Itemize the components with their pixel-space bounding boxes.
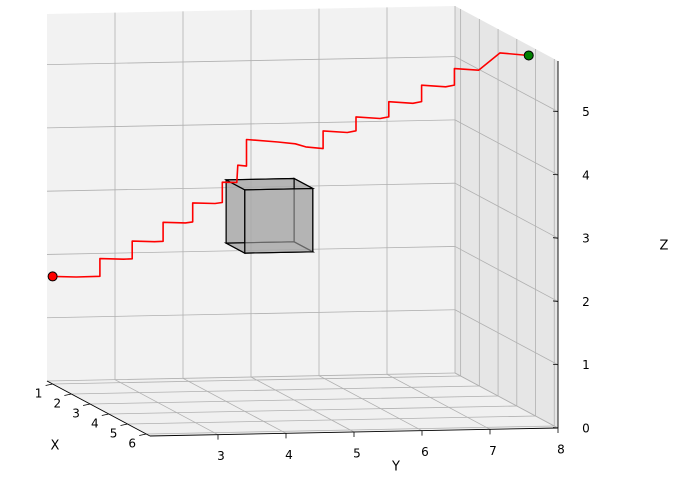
grid-line-y-floor: [318, 375, 423, 432]
x-tick-label: 4: [91, 417, 99, 431]
grid-line-z-side: [454, 56, 559, 112]
grid-line-z-back: [46, 372, 456, 382]
z-tick-mark: [552, 300, 559, 302]
z-tick-label: 1: [582, 358, 590, 372]
chart-series: [47, 50, 534, 282]
grid-line-z-side: [454, 309, 559, 366]
x-tick-label: 1: [35, 387, 43, 401]
grid-line-y-floor: [114, 379, 219, 436]
chart-grid: [46, 6, 559, 436]
z-tick-mark: [552, 110, 559, 113]
z-tick-mark: [552, 363, 559, 366]
x-tick-mark: [82, 403, 91, 406]
y-tick-label: 8: [557, 443, 565, 457]
x-tick-label: 5: [110, 427, 118, 441]
grid-line-x-floor: [146, 425, 555, 435]
y-tick-label: 5: [353, 447, 361, 461]
y-tick-label: 6: [421, 445, 429, 459]
path-line: [52, 52, 529, 278]
z-tick-mark: [552, 173, 559, 176]
y-tick-label: 3: [217, 449, 225, 463]
z-tick-label: 4: [582, 168, 590, 182]
obstacle-box-face: [244, 187, 314, 254]
grid-line-z-side: [454, 182, 559, 239]
x-axis-line: [46, 380, 151, 437]
grid-line-x-floor: [108, 405, 517, 415]
x-tick-mark: [120, 423, 128, 426]
x-tick-label: 3: [72, 407, 80, 421]
z-tick-label: 2: [582, 295, 590, 309]
grid-line-y-floor: [386, 373, 491, 430]
grid-line-z-back: [46, 309, 456, 319]
grid-line-z-side: [454, 246, 559, 302]
chart-axis-labels: X Y Z: [51, 239, 669, 475]
y-axis-label: Y: [391, 460, 400, 475]
grid-line-x-floor: [90, 395, 499, 405]
z-tick-label: 5: [582, 105, 590, 119]
grid-line-y-floor: [182, 377, 287, 434]
z-tick-mark: [552, 427, 559, 429]
grid-line-y-floor: [250, 376, 355, 433]
z-axis-label: Z: [660, 239, 669, 254]
start-point-marker: [47, 271, 58, 282]
x-tick-label: 2: [54, 397, 62, 411]
y-tick-label: 4: [285, 448, 293, 462]
x-tick-mark: [64, 393, 72, 396]
grid-line-z-side: [454, 119, 559, 176]
x-tick-mark: [45, 383, 53, 386]
z-tick-label: 3: [582, 232, 590, 246]
end-point-marker: [523, 50, 534, 61]
x-tick-mark: [101, 413, 109, 416]
grid-line-x-floor: [71, 385, 480, 395]
x-tick-label: 6: [128, 437, 136, 451]
grid-line-z-back: [46, 119, 456, 129]
y-tick-label: 7: [489, 444, 497, 458]
grid-line-x-floor: [52, 375, 461, 385]
x-axis-label: X: [51, 439, 60, 454]
z-tick-label: 0: [582, 422, 590, 436]
grid-line-z-side: [454, 372, 559, 429]
z-tick-mark: [552, 237, 559, 239]
grid-line-z-back: [46, 56, 456, 66]
obstacle-box-face: [225, 178, 246, 255]
grid-line-x-floor: [127, 415, 536, 425]
side-pane: [455, 6, 558, 428]
x-tick-mark: [139, 433, 147, 436]
